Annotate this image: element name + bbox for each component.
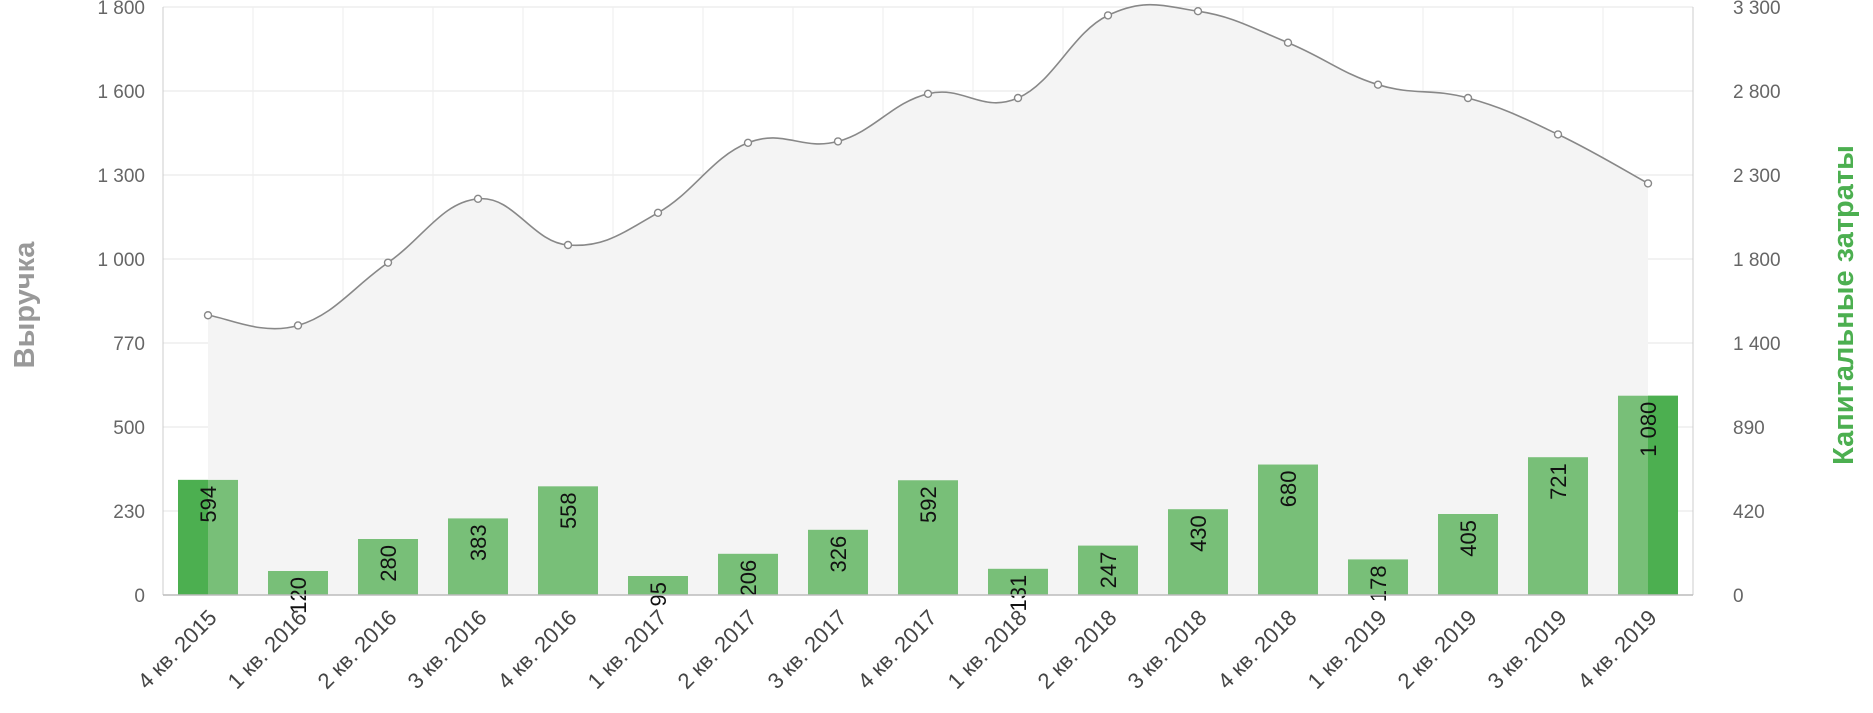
capex-bar-label-13: 178: [1366, 565, 1391, 602]
y-left-tick-5: 1 300: [97, 166, 145, 187]
capex-bar-label-0: 594: [196, 486, 221, 523]
revenue-line-path: [207, 3, 1649, 330]
revenue-point-14[interactable]: [1463, 93, 1473, 103]
capex-bar-1[interactable]: [268, 571, 328, 595]
revenue-point-15[interactable]: [1553, 130, 1563, 139]
capex-bar-label-4: 558: [556, 492, 581, 529]
x-tick-0: 4 кв. 2015: [133, 605, 222, 694]
revenue-point-0[interactable]: [203, 311, 213, 320]
x-tick-6: 2 кв. 2017: [673, 605, 762, 694]
y-right-tick-0: 0: [1733, 586, 1744, 607]
revenue-point-16[interactable]: [1643, 179, 1653, 188]
capex-bar-label-6: 206: [736, 560, 761, 597]
capex-bar-label-8: 592: [916, 486, 941, 523]
capex-bar-3[interactable]: [448, 518, 508, 595]
capex-bar-label-2: 280: [376, 545, 401, 582]
capex-bar-2[interactable]: [358, 539, 418, 595]
revenue-point-13[interactable]: [1373, 80, 1383, 89]
capex-bar-label-10: 247: [1096, 552, 1121, 589]
capex-bar-label-15: 721: [1546, 463, 1571, 500]
capex-bar-14[interactable]: [1438, 514, 1498, 595]
capex-bar-9[interactable]: [988, 568, 1048, 595]
revenue-point-4[interactable]: [563, 240, 573, 250]
capex-bar-highlight-last: [1648, 395, 1678, 595]
x-tick-12: 4 кв. 2018: [1213, 605, 1302, 694]
revenue-point-9[interactable]: [1013, 93, 1023, 103]
capex-bar-label-12: 680: [1276, 471, 1301, 508]
y-right-tick-5: 2 300: [1733, 166, 1781, 187]
x-tick-1: 1 кв. 2016: [223, 605, 312, 694]
x-tick-13: 1 кв. 2019: [1303, 605, 1392, 694]
x-tick-labels: 4 кв. 2015 1 кв. 2016 2 кв. 2016 3 кв. 2016…: [133, 605, 1662, 694]
capex-bar-label-5: 95: [646, 582, 671, 606]
capex-bar-15[interactable]: [1528, 457, 1588, 595]
revenue-point-12[interactable]: [1283, 38, 1293, 47]
x-tick-7: 3 кв. 2017: [763, 605, 852, 694]
y-left-tick-2: 500: [113, 418, 145, 439]
y-right-tick-7: 3 300: [1733, 0, 1781, 19]
y-left-axis-title: Выручка: [9, 241, 41, 369]
revenue-area: [208, 4, 1648, 596]
capex-bar-4[interactable]: [538, 486, 598, 595]
capex-bar-label-9: 131: [1006, 575, 1031, 612]
revenue-points: [203, 6, 1653, 330]
y-left-tick-7: 1 800: [97, 0, 145, 19]
x-tick-15: 3 кв. 2019: [1483, 605, 1572, 694]
y-left-tick-4: 1 000: [97, 250, 145, 271]
x-tick-8: 4 кв. 2017: [853, 605, 942, 694]
x-tick-14: 2 кв. 2019: [1393, 605, 1482, 694]
capex-bar-label-11: 430: [1186, 515, 1211, 552]
y-right-axis-title: Капитальные затраты: [1828, 145, 1860, 465]
revenue-point-6[interactable]: [743, 138, 753, 148]
y-right-tick-1: 420: [1733, 502, 1765, 523]
y-left-tick-1: 230: [113, 502, 145, 523]
y-left-tick-0: 0: [134, 586, 145, 607]
y-left-tick-3: 770: [113, 334, 145, 355]
x-tick-3: 3 кв. 2016: [403, 605, 492, 694]
capex-bar-10[interactable]: [1078, 545, 1138, 595]
revenue-point-5[interactable]: [653, 208, 663, 218]
capex-bar-label-16: 1 080: [1636, 402, 1661, 457]
revenue-line: [207, 3, 1649, 330]
capex-bar-5[interactable]: [628, 576, 688, 595]
capex-bar-7[interactable]: [808, 529, 868, 595]
x-tick-5: 1 кв. 2017: [583, 605, 672, 694]
capex-bar-12[interactable]: [1258, 464, 1318, 595]
y-right-tick-3: 1 400: [1733, 334, 1781, 355]
revenue-point-1[interactable]: [293, 321, 303, 330]
y-left-tick-labels: 0 230 500 770 1 000 1 300 1 600 1 800: [97, 0, 145, 607]
x-tick-10: 2 кв. 2018: [1033, 605, 1122, 694]
capex-bar-label-7: 326: [826, 536, 851, 573]
axes: [162, 7, 1694, 596]
capex-bar-label-3: 383: [466, 524, 491, 561]
y-right-tick-6: 2 800: [1733, 82, 1781, 103]
x-tick-11: 3 кв. 2018: [1123, 605, 1212, 694]
revenue-point-8[interactable]: [923, 89, 933, 99]
revenue-area-fill: [208, 4, 1648, 596]
capex-bar-8[interactable]: [898, 480, 958, 595]
x-tick-9: 1 кв. 2018: [943, 605, 1032, 694]
y-right-tick-labels: 0 420 890 1 400 1 800 2 300 2 800 3 300: [1733, 0, 1781, 607]
revenue-point-11[interactable]: [1193, 6, 1203, 16]
y-left-tick-6: 1 600: [97, 82, 145, 103]
capex-bar-6[interactable]: [718, 553, 778, 595]
x-tick-16: 4 кв. 2019: [1573, 605, 1662, 694]
capex-bar-label-14: 405: [1456, 520, 1481, 557]
x-tick-4: 4 кв. 2016: [493, 605, 582, 694]
x-tick-2: 2 кв. 2016: [313, 605, 402, 694]
capex-bar-11[interactable]: [1168, 509, 1228, 595]
capex-bar-13[interactable]: [1348, 559, 1408, 595]
revenue-point-2[interactable]: [383, 258, 393, 267]
revenue-point-10[interactable]: [1103, 11, 1113, 20]
y-right-tick-4: 1 800: [1733, 250, 1781, 271]
capex-bar-highlight-first: [178, 479, 208, 595]
capex-bars: [178, 395, 1678, 595]
y-right-tick-2: 890: [1733, 418, 1765, 439]
revenue-point-3[interactable]: [473, 194, 483, 204]
revenue-point-7[interactable]: [833, 137, 843, 146]
